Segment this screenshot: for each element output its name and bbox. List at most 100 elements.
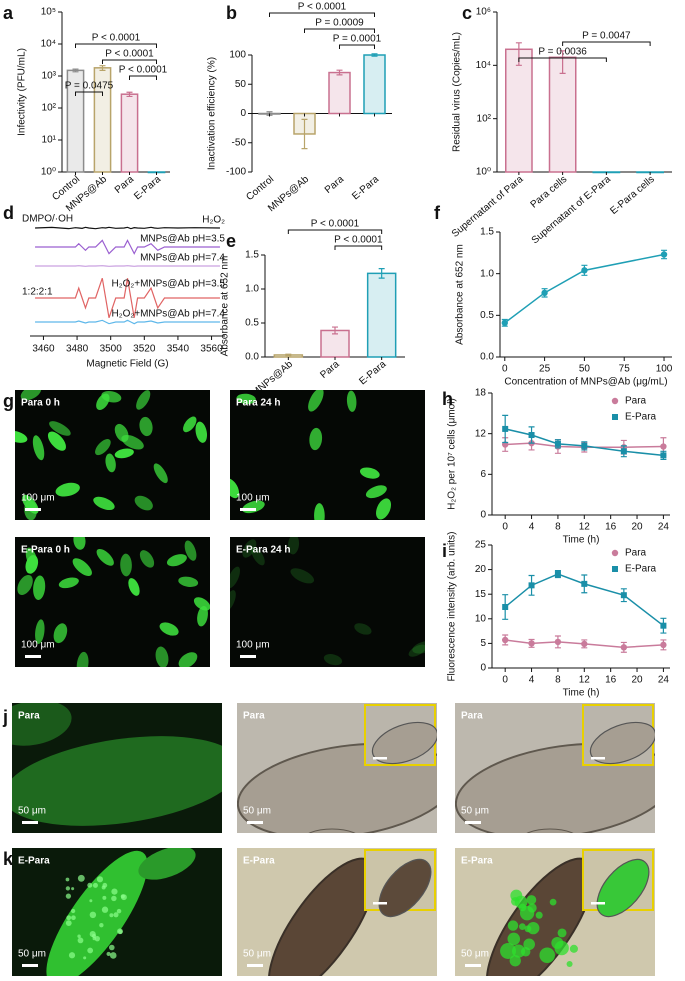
spectrum-label: H₂O₂+MNPs@Ab pH=3.5	[111, 279, 225, 290]
marker	[501, 636, 509, 644]
y-tick-label: 0.5	[245, 318, 259, 329]
cell	[73, 537, 86, 550]
image-label: E-Para	[243, 856, 275, 867]
cell	[408, 644, 425, 657]
error-bar	[559, 50, 566, 74]
cell	[15, 430, 28, 443]
error-bar	[336, 69, 343, 76]
p-value: P = 0.0001	[333, 34, 382, 45]
cell	[412, 640, 425, 654]
x-tick-label: 3500	[100, 344, 123, 355]
y-tick-label: 10¹	[42, 135, 57, 146]
scale-label: 100 μm	[236, 493, 270, 504]
cell	[166, 554, 187, 567]
y-tick-label: 0	[480, 663, 486, 674]
cell	[153, 463, 168, 484]
y-tick-label: 100	[229, 50, 246, 61]
series-line	[505, 428, 664, 457]
error-bar	[371, 53, 378, 57]
scale-label: 50 μm	[461, 949, 489, 960]
cell	[95, 439, 111, 456]
micrograph	[230, 537, 425, 667]
cell	[134, 495, 153, 511]
x-tick-label: 4	[529, 522, 535, 533]
cell	[55, 482, 80, 497]
p-value: P = 0.0475	[65, 81, 114, 92]
cell	[371, 721, 437, 765]
x-tick-label: 3540	[167, 344, 190, 355]
spectrum-line	[35, 239, 220, 255]
x-tick-label: E-Para cells	[608, 174, 656, 217]
bar	[505, 48, 533, 173]
image-label: E-Para 0 h	[21, 545, 70, 556]
marker	[554, 440, 561, 447]
error-bar	[301, 118, 308, 150]
cell	[58, 577, 79, 589]
panel-letter: d	[3, 203, 14, 223]
y-tick-label: 0.0	[245, 352, 259, 363]
marker	[660, 641, 667, 649]
cell	[93, 496, 115, 511]
x-axis-label: Concentration of MNPs@Ab (μg/mL)	[504, 377, 667, 388]
y-axis-label: Inactivation efficiency (%)	[207, 57, 218, 170]
annotation: DMPO/·OH	[22, 214, 73, 225]
series-line	[504, 573, 664, 627]
bar	[328, 71, 351, 115]
cell	[183, 416, 197, 433]
micrograph	[230, 390, 425, 520]
granule	[87, 947, 94, 954]
y-tick-label: 50	[235, 79, 247, 90]
cell	[25, 555, 39, 574]
image-label: Para 0 h	[21, 398, 60, 409]
y-tick-label: 0	[240, 108, 246, 119]
marker	[660, 443, 667, 450]
y-tick-label: 10³	[42, 71, 57, 82]
cell	[359, 467, 380, 479]
spectrum-label: MNPs@Ab pH=7.4	[140, 253, 225, 264]
cell	[378, 858, 432, 918]
y-axis-label: Absorbance at 652 nm	[455, 244, 466, 345]
significance-bracket	[129, 75, 157, 80]
scale-bar	[22, 821, 38, 824]
scale-bar	[465, 821, 481, 824]
scale-label: 50 μm	[18, 806, 46, 817]
y-tick-label: 10⁴	[476, 60, 491, 71]
inset-scale-bar	[591, 757, 605, 760]
cell	[251, 546, 265, 566]
image-label: Para	[461, 711, 483, 722]
granule	[77, 937, 84, 944]
cell	[101, 391, 122, 403]
x-tick-label: E-Para	[350, 174, 381, 203]
image-label: E-Para 24 h	[236, 545, 290, 556]
marker	[581, 442, 588, 449]
granule	[99, 923, 104, 928]
p-value: P < 0.0001	[311, 219, 360, 230]
micrograph	[15, 390, 210, 520]
image-background	[230, 537, 425, 667]
x-tick-label: 24	[658, 522, 670, 533]
granule	[518, 903, 527, 912]
granule	[535, 911, 543, 919]
scale-bar	[247, 821, 263, 824]
cell	[46, 850, 148, 976]
y-tick-label: 12	[475, 428, 487, 439]
legend-marker	[611, 549, 619, 557]
x-tick-label: 24	[658, 675, 670, 686]
cell	[72, 558, 92, 577]
granule	[77, 874, 85, 882]
x-tick-label: 0	[502, 364, 508, 375]
y-tick-label: 10²	[477, 113, 492, 124]
panel-letter: a	[3, 3, 14, 23]
p-value: P = 0.0036	[538, 47, 587, 58]
micrograph	[455, 848, 655, 976]
y-tick-label: 1.5	[245, 250, 259, 261]
granule	[92, 882, 98, 888]
scale-label: 50 μm	[18, 949, 46, 960]
cell	[114, 448, 134, 459]
annotation: 1:2:2:1	[22, 287, 53, 298]
granule	[101, 906, 109, 913]
image-background	[15, 390, 210, 520]
cell	[105, 453, 116, 473]
